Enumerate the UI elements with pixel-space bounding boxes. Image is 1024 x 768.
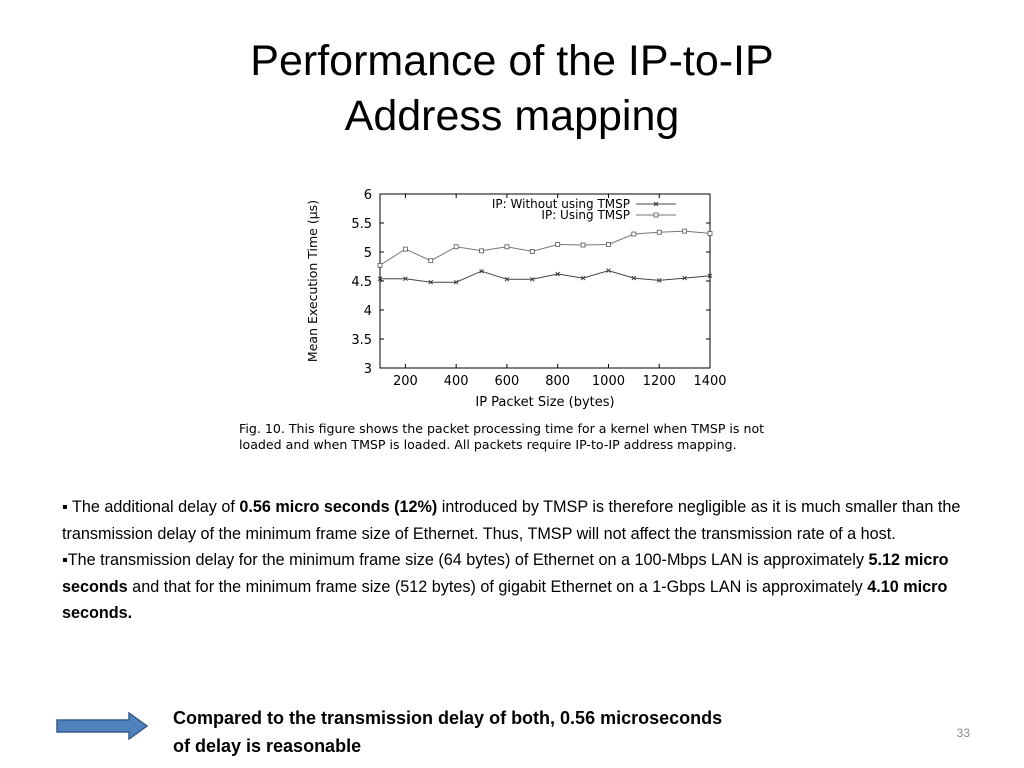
data-point-square	[377, 262, 383, 268]
data-point-square	[580, 242, 586, 248]
data-point-square	[402, 246, 408, 252]
data-point-cross	[428, 279, 434, 285]
x-axis-label: IP Packet Size (bytes)	[475, 395, 614, 410]
bullet-marker: ▪	[62, 498, 68, 516]
data-point-cross	[606, 268, 611, 273]
legend-marker-cross	[653, 201, 659, 207]
bullet2-highlight-gigabit: 4.10 micro seconds.	[62, 577, 948, 623]
y-axis-label: Mean Execution Time (µs)	[305, 200, 320, 362]
data-point-square	[555, 242, 561, 247]
data-point-cross	[682, 275, 687, 281]
legend-label-2: IP: Using TMSP	[541, 208, 630, 222]
x-tick-label: 800	[545, 374, 570, 389]
bullet2-text-start: The transmission delay for the minimum f…	[67, 551, 869, 569]
body-text: ▪ The additional delay of 0.56 micro sec…	[62, 494, 992, 627]
execution-time-chart: 200 400 600 800 1000 1200 1400 3 3.5 4 4.5 5 5.5 6 IP …	[305, 188, 727, 410]
bullet-marker: ▪	[62, 551, 68, 569]
conclusion-line1: Compared to the transmission delay of bo…	[173, 708, 723, 728]
data-point-square	[428, 258, 434, 264]
slide-title: Performance of the IP-to-IP Address mapp…	[0, 34, 1024, 144]
x-tick-label: 1400	[693, 374, 726, 389]
legend-marker-square	[653, 212, 659, 218]
data-point-cross	[580, 275, 586, 281]
data-point-square	[707, 231, 713, 236]
data-point-square	[631, 231, 637, 237]
x-tick-label: 1000	[592, 374, 625, 389]
data-point-cross	[707, 273, 713, 279]
data-point-cross	[479, 268, 484, 274]
x-tick-label: 1200	[643, 374, 676, 389]
x-tick-label: 200	[393, 374, 418, 389]
right-arrow-shape	[56, 712, 149, 740]
bullet1-text-start: The additional delay of	[67, 498, 240, 516]
bullet-point-1: ▪ The additional delay of 0.56 micro sec…	[62, 494, 992, 547]
bullet-point-2: ▪The transmission delay for the minimum …	[62, 547, 992, 627]
page-number: 33	[956, 726, 970, 740]
data-point-cross	[403, 276, 408, 281]
data-point-square	[479, 248, 484, 254]
data-point-cross	[529, 276, 535, 282]
data-point-square	[453, 244, 459, 250]
figure-caption: Fig. 10. This figure shows the packet pr…	[239, 421, 765, 452]
data-point-cross	[504, 276, 510, 282]
data-point-square	[656, 229, 662, 235]
bullet1-highlight-delay: 0.56 micro seconds (12%)	[239, 498, 438, 516]
legend-label-1: IP: Without using TMSP	[492, 197, 630, 211]
data-point-square	[606, 242, 611, 247]
x-tick-label: 600	[495, 374, 520, 389]
data-point-cross	[555, 271, 561, 277]
data-point-cross	[453, 279, 459, 285]
slide-title-line2: Address mapping	[344, 92, 680, 140]
data-point-square	[529, 249, 535, 254]
y-tick-label: 4	[364, 304, 372, 319]
series-line-2	[379, 230, 711, 266]
y-tick-label: 3.5	[351, 333, 372, 348]
data-point-square	[682, 228, 688, 234]
y-tick-label: 3	[364, 362, 372, 377]
bullet1-text-end: introduced by TMSP is therefore negligib…	[62, 498, 961, 543]
data-point-cross	[656, 278, 662, 283]
y-tick-label: 4.5	[351, 275, 372, 290]
conclusion-line2: of delay is reasonable	[173, 736, 362, 756]
y-tick-label: 5	[364, 246, 372, 261]
slide-title-line1: Performance of the IP-to-IP	[250, 37, 774, 85]
y-tick-label: 6	[364, 188, 372, 203]
conclusion-text: Compared to the transmission delay of bo…	[173, 704, 873, 760]
bullet2-text-middle: and that for the minimum frame size (512…	[127, 577, 868, 596]
y-tick-label: 5.5	[351, 217, 372, 232]
data-point-cross	[631, 275, 637, 281]
data-point-square	[504, 244, 510, 250]
data-point-cross	[377, 276, 383, 281]
right-arrow-icon	[56, 712, 149, 740]
bullet2-highlight-ethernet: 5.12 micro seconds	[62, 551, 949, 596]
x-tick-label: 400	[444, 374, 469, 389]
series-line-1	[380, 270, 711, 283]
